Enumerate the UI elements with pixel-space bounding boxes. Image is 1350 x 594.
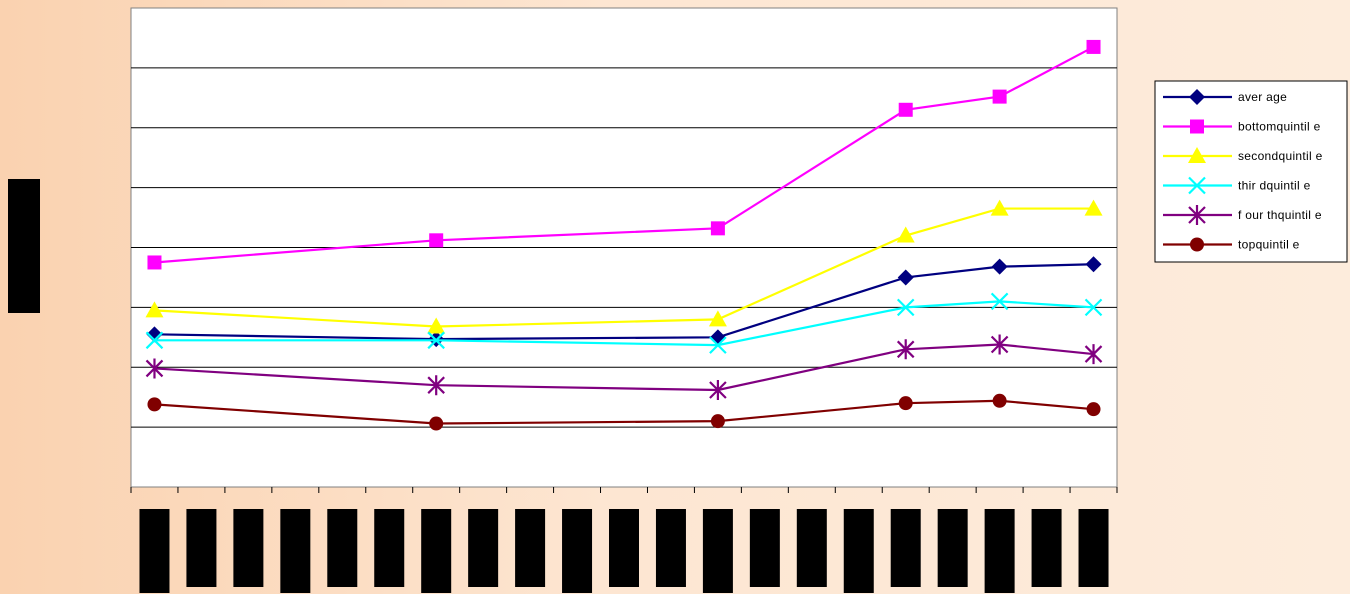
- gridlines: [131, 67, 1117, 428]
- data-point: [896, 298, 915, 317]
- x-tick-label: [374, 509, 405, 587]
- series-group: [145, 199, 1103, 334]
- data-point: [145, 358, 164, 379]
- series-line: [154, 45, 1095, 264]
- series-group: [145, 292, 1103, 354]
- data-point: [427, 331, 445, 350]
- series-layer: [145, 39, 1103, 431]
- data-point: [145, 301, 164, 318]
- legend-label: bottomquintil e: [1238, 120, 1321, 134]
- legend-item: bottomquintil e: [1163, 119, 1321, 134]
- data-point: [991, 258, 1008, 275]
- legend-label: topquintil e: [1238, 238, 1300, 252]
- x-tick-label: [139, 509, 170, 593]
- y-axis-label-block: [8, 179, 40, 313]
- data-point: [1084, 199, 1103, 216]
- legend-label: secondquintil e: [1238, 149, 1323, 163]
- data-point: [897, 269, 914, 286]
- data-point: [992, 89, 1007, 104]
- data-point: [1084, 298, 1103, 317]
- data-point: [146, 326, 163, 343]
- data-point: [708, 310, 727, 327]
- data-point: [1086, 39, 1101, 54]
- series-line: [154, 343, 1094, 392]
- x-tick-label: [609, 509, 639, 587]
- x-axis: [130, 487, 1118, 493]
- legend-label: thir dquintil e: [1238, 179, 1311, 193]
- x-tick-label: [327, 509, 358, 587]
- data-point: [898, 396, 913, 411]
- x-tick-label: [1031, 509, 1062, 587]
- data-point: [427, 375, 445, 396]
- x-tick-label: [702, 509, 733, 593]
- series-line: [154, 263, 1094, 341]
- x-tick-label: [515, 509, 546, 587]
- data-point: [1086, 402, 1101, 417]
- data-point: [1189, 89, 1205, 105]
- data-point: [990, 292, 1009, 311]
- data-point: [1084, 344, 1103, 365]
- data-point: [1190, 119, 1204, 134]
- data-point: [1188, 176, 1206, 195]
- data-point: [992, 393, 1007, 408]
- data-point: [429, 416, 444, 431]
- x-tick-label: [468, 509, 499, 587]
- x-tick-label: [937, 509, 968, 587]
- data-point: [1188, 205, 1206, 225]
- data-point: [1188, 147, 1206, 163]
- data-point: [1190, 237, 1204, 252]
- x-tick-label: [421, 509, 452, 593]
- series-group: [145, 334, 1103, 401]
- legend-label: f our thquintil e: [1238, 208, 1322, 222]
- x-tick-label: [655, 509, 686, 587]
- data-point: [990, 334, 1009, 355]
- data-point: [1085, 256, 1102, 273]
- data-point: [429, 233, 444, 248]
- x-tick-label: [843, 509, 874, 593]
- data-point: [145, 331, 164, 350]
- x-tick-label: [890, 509, 921, 587]
- data-point: [896, 226, 915, 243]
- x-tick-label: [1078, 509, 1109, 587]
- data-point: [147, 255, 162, 270]
- x-tick-label: [186, 509, 217, 587]
- data-point: [147, 397, 162, 412]
- legend-item: aver age: [1163, 89, 1287, 105]
- x-tick-label: [984, 509, 1015, 593]
- legend: aver age bottomquintil e secondquintil e th…: [1154, 80, 1348, 263]
- series-line: [154, 399, 1094, 425]
- x-tick-label: [796, 509, 827, 587]
- x-tick-label: [562, 509, 593, 593]
- data-point: [709, 336, 727, 354]
- x-tick-label: [233, 509, 264, 587]
- x-tick-label: [280, 509, 311, 593]
- series-group: [147, 39, 1101, 270]
- legend-item: thir dquintil e: [1163, 176, 1311, 195]
- legend-item: topquintil e: [1163, 237, 1300, 252]
- series-line: [154, 207, 1094, 328]
- data-point: [898, 102, 913, 117]
- series-line: [154, 300, 1094, 347]
- x-tick-label: [749, 509, 780, 587]
- data-point: [709, 380, 727, 401]
- series-group: [147, 393, 1101, 431]
- data-point: [427, 317, 446, 334]
- x-tick-labels: [139, 509, 1109, 593]
- data-point: [710, 414, 725, 429]
- data-point: [896, 339, 915, 360]
- data-point: [990, 199, 1009, 216]
- legend-box: [1154, 80, 1348, 263]
- legend-item: secondquintil e: [1163, 147, 1323, 163]
- legend-item: f our thquintil e: [1163, 205, 1322, 225]
- legend-label: aver age: [1238, 90, 1287, 104]
- data-point: [710, 221, 725, 236]
